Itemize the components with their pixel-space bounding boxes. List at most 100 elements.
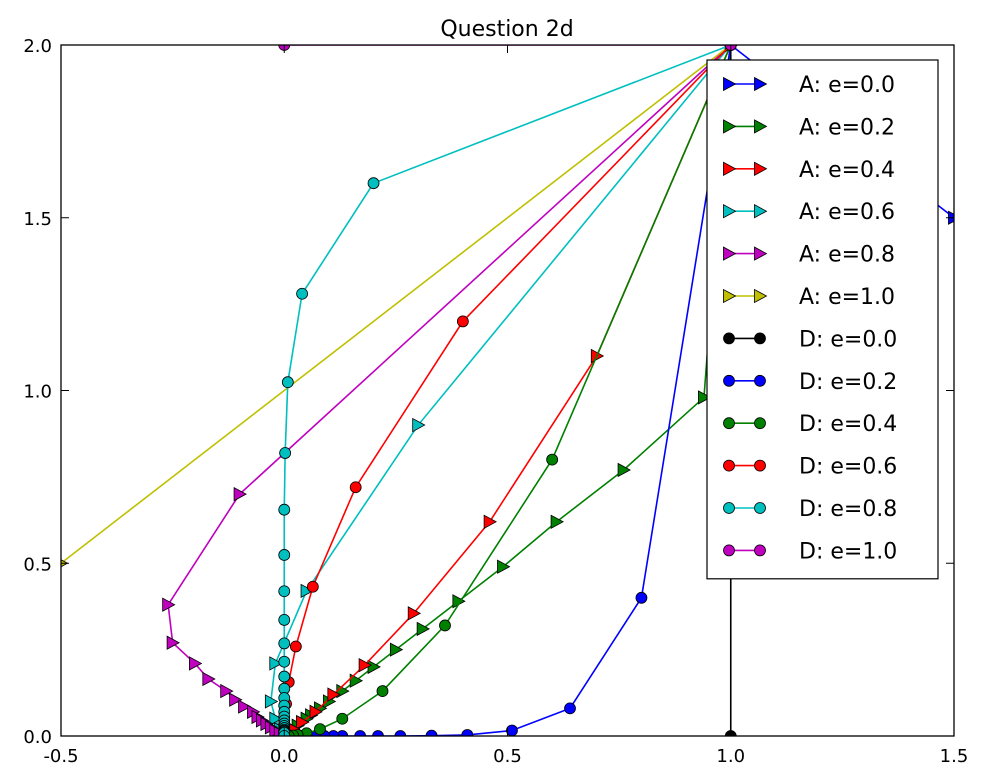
data-point [289, 640, 302, 653]
data-point [550, 514, 564, 529]
legend-entry: A: e=0.2 [723, 115, 895, 140]
legend-marker [723, 204, 737, 219]
legend-marker [754, 161, 768, 176]
data-point [220, 683, 234, 699]
legend-label: D: e=0.2 [799, 370, 897, 395]
data-point [278, 637, 291, 650]
data-point [506, 724, 518, 736]
data-point [349, 481, 362, 494]
data-point [189, 656, 203, 671]
legend-marker [723, 76, 737, 92]
x-tick-label: 1.0 [716, 746, 745, 767]
data-point [617, 462, 631, 478]
legend-label: D: e=0.6 [799, 455, 897, 480]
data-point [389, 642, 404, 657]
data-point [336, 712, 349, 725]
legend-marker [723, 246, 737, 261]
axes: -0.5 0.0 0.5 1.0 1.50.00.51.01.52.0 [23, 36, 968, 767]
legend-entry: A: e=0.6 [723, 200, 895, 225]
data-point [546, 453, 559, 466]
data-point [336, 730, 349, 736]
y-tick-label: 1.0 [23, 382, 52, 403]
data-point [439, 619, 451, 632]
legend-label: D: e=0.0 [799, 327, 897, 352]
data-point [306, 580, 319, 593]
data-point [278, 655, 291, 668]
legend-label: D: e=1.0 [799, 539, 897, 564]
data-point [296, 715, 310, 730]
data-point [229, 692, 243, 707]
legend-label: A: e=0.0 [799, 73, 895, 98]
legend-marker [723, 288, 737, 304]
data-point [358, 658, 372, 673]
legend-marker [754, 502, 766, 514]
legend-marker [754, 76, 768, 92]
legend-marker [754, 544, 766, 557]
series-line [284, 45, 732, 736]
x-tick-label: 1.5 [940, 746, 969, 767]
y-tick-label: 2.0 [23, 36, 52, 57]
legend-entry: D: e=0.0 [723, 327, 897, 352]
series-9 [278, 45, 737, 736]
data-point [269, 656, 283, 671]
data-point [278, 549, 291, 561]
legend-marker [723, 459, 735, 472]
series-line [283, 45, 732, 736]
series-6 [61, 45, 739, 568]
legend-marker [754, 374, 766, 387]
legend-marker [754, 288, 768, 304]
series-line [283, 45, 732, 736]
data-point [281, 376, 294, 389]
legend-marker [754, 204, 768, 219]
chart-title: Question 2d [440, 17, 573, 42]
legend-entry: D: e=1.0 [723, 539, 897, 564]
data-point [278, 670, 291, 683]
data-point [238, 699, 252, 714]
legend-marker [723, 374, 735, 387]
data-point [166, 635, 180, 650]
legend-label: D: e=0.4 [799, 412, 897, 437]
series-10 [278, 45, 737, 736]
data-point [635, 591, 648, 604]
y-tick-label: 0.0 [23, 727, 52, 748]
series-line [283, 45, 732, 736]
y-tick-label: 0.5 [23, 554, 52, 575]
data-point [314, 723, 326, 735]
data-point [349, 673, 364, 688]
series-8 [278, 45, 737, 736]
legend-marker [754, 119, 768, 134]
data-point [202, 671, 216, 687]
data-point [456, 315, 469, 328]
x-tick-label: 0.5 [493, 746, 522, 767]
legend-marker [754, 332, 766, 345]
legend-marker [754, 459, 766, 472]
data-point [483, 514, 497, 529]
data-point [296, 287, 309, 300]
series-11 [278, 45, 737, 736]
data-point [461, 729, 474, 736]
data-point [264, 694, 279, 709]
data-point [416, 621, 431, 637]
series-line [284, 45, 732, 736]
data-point [564, 702, 576, 715]
legend-entry: A: e=0.0 [723, 73, 895, 98]
data-point [309, 704, 323, 719]
data-point [278, 503, 291, 516]
data-point [376, 685, 389, 697]
legend-entry: A: e=0.4 [723, 158, 895, 183]
data-point [278, 614, 291, 626]
legend-marker [723, 332, 735, 345]
data-point [269, 711, 283, 726]
legend-entry: D: e=0.6 [723, 455, 897, 480]
series-line [270, 45, 732, 736]
data-point [354, 730, 367, 736]
data-point [407, 606, 422, 621]
legend-label: A: e=0.2 [799, 115, 895, 140]
data-point [327, 730, 340, 736]
data-point [412, 417, 426, 433]
series-3 [278, 45, 739, 736]
data-point [394, 730, 407, 736]
series-2 [278, 45, 739, 736]
legend-label: A: e=0.4 [799, 158, 895, 183]
